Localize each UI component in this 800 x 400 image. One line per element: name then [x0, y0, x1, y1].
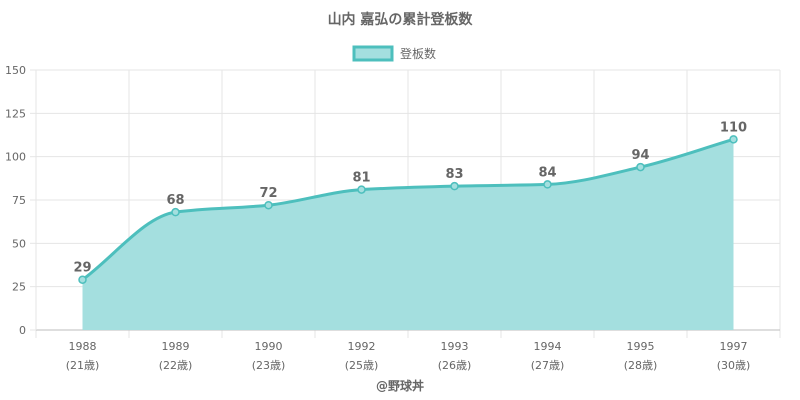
data-label: 81	[352, 171, 370, 186]
x-tick-label: 1990	[255, 340, 283, 353]
y-tick-label: 75	[12, 194, 26, 207]
x-tick-label: 1988	[69, 340, 97, 353]
data-label: 72	[259, 186, 277, 201]
x-tick-sublabel: (26歳)	[438, 359, 472, 372]
y-tick-label: 50	[12, 237, 26, 250]
data-point[interactable]	[171, 207, 180, 217]
data-label: 94	[631, 148, 649, 163]
x-tick-label: 1997	[720, 340, 748, 353]
x-axis: 1988 (21歳) 1989 (22歳) 1990 (23歳) 1992 (25歳) 1993…	[66, 340, 751, 372]
x-tick-sublabel: (25歳)	[345, 359, 379, 372]
x-tick-sublabel: (23歳)	[252, 359, 286, 372]
x-tick-label: 1992	[348, 340, 376, 353]
data-labels: 29 68 72 81 83 84 94 110	[73, 120, 747, 275]
x-tick-label: 1994	[534, 340, 562, 353]
legend-swatch	[352, 45, 394, 62]
x-tick-sublabel: (22歳)	[159, 359, 193, 372]
x-tick-sublabel: (27歳)	[531, 359, 565, 372]
series-area-fill	[82, 139, 734, 330]
y-axis: 0 25 50 75 100 125 150	[5, 64, 36, 337]
x-tick-sublabel: (28歳)	[624, 359, 658, 372]
data-label: 84	[538, 165, 556, 180]
data-point[interactable]	[729, 135, 738, 144]
y-tick-label: 150	[5, 64, 26, 77]
x-tick-label: 1993	[441, 340, 469, 353]
data-point[interactable]	[543, 180, 552, 189]
legend-label: 登板数	[400, 46, 436, 61]
x-tick-label: 1989	[162, 340, 190, 353]
data-label: 29	[73, 261, 91, 276]
x-tick-sublabel: (30歳)	[717, 359, 751, 372]
y-tick-label: 25	[12, 281, 26, 294]
data-label: 68	[166, 193, 184, 208]
y-tick-label: 0	[19, 324, 26, 337]
y-tick-label: 125	[5, 107, 26, 120]
chart-title: 山内 嘉弘の累計登板数	[328, 11, 474, 28]
series-points	[78, 135, 738, 284]
legend[interactable]: 登板数	[352, 45, 436, 62]
data-point[interactable]	[450, 181, 459, 191]
data-point[interactable]	[357, 185, 366, 194]
x-tick-sublabel: (21歳)	[66, 359, 100, 372]
data-point[interactable]	[636, 162, 645, 172]
credit-label: @野球丼	[376, 378, 424, 393]
data-point[interactable]	[264, 200, 273, 210]
data-label: 83	[445, 167, 463, 182]
data-label: 110	[720, 120, 747, 135]
y-tick-label: 100	[5, 151, 26, 164]
x-tick-label: 1995	[627, 340, 655, 353]
data-point[interactable]	[78, 275, 87, 284]
